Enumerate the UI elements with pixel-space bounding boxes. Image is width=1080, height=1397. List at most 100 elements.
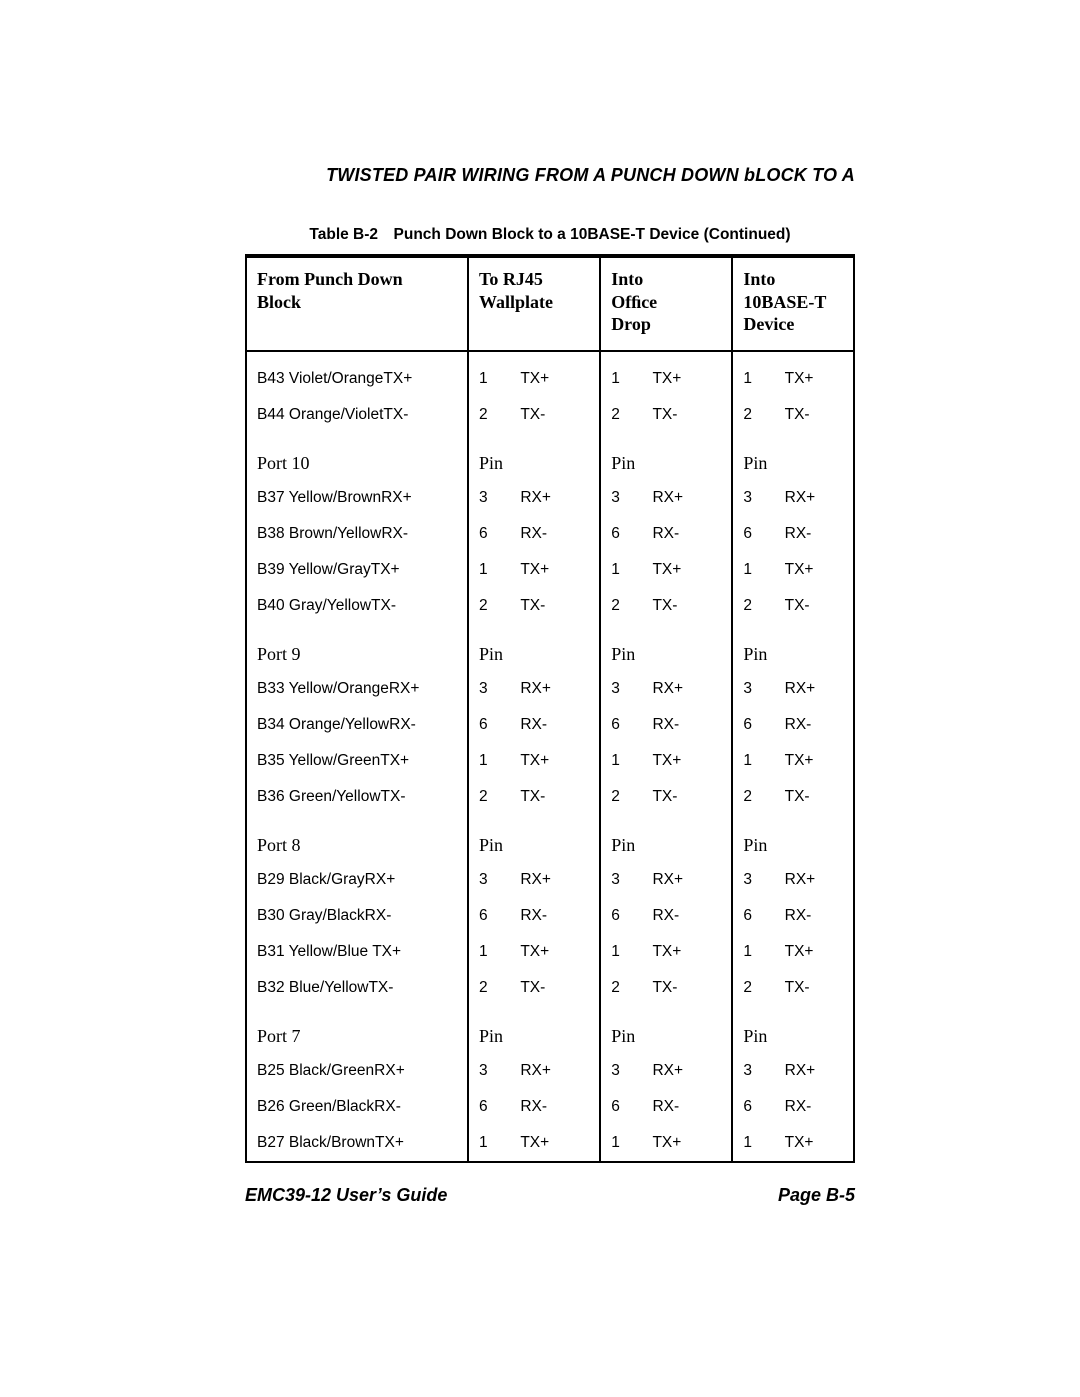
cell-pin: 1 <box>468 743 510 779</box>
cell-block: B29 Black/GrayRX+ <box>246 862 468 898</box>
cell-sig: TX+ <box>642 743 732 779</box>
pin-label: Pin <box>600 815 732 862</box>
cell-sig: TX- <box>510 588 600 624</box>
cell-sig: TX- <box>642 588 732 624</box>
col-head-block-l2: Block <box>257 292 301 312</box>
pin-label: Pin <box>468 815 600 862</box>
table-row: B35 Yellow/GreenTX+1TX+1TX+1TX+ <box>246 743 854 779</box>
cell-pin: 1 <box>468 1125 510 1162</box>
table-caption: Table B-2 Punch Down Block to a 10BASE-T… <box>245 226 855 244</box>
page-footer: EMC39-12 User’s Guide Page B-5 <box>245 1185 855 1206</box>
port-label: Port 9 <box>246 624 468 671</box>
table-row: B37 Yellow/BrownRX+3RX+3RX+3RX+ <box>246 480 854 516</box>
cell-pin: 2 <box>600 779 642 815</box>
cell-sig: RX- <box>775 1089 854 1125</box>
pin-label: Pin <box>732 815 854 862</box>
cell-sig: TX+ <box>775 1125 854 1162</box>
cell-sig: RX+ <box>510 862 600 898</box>
cell-sig: TX- <box>642 397 732 433</box>
cell-pin: 6 <box>600 707 642 743</box>
cell-pin: 1 <box>468 351 510 397</box>
cell-sig: RX- <box>642 1089 732 1125</box>
cell-pin: 6 <box>732 1089 774 1125</box>
cell-pin: 6 <box>468 898 510 934</box>
cell-sig: RX- <box>510 516 600 552</box>
cell-pin: 2 <box>600 588 642 624</box>
cell-pin: 1 <box>600 1125 642 1162</box>
cell-pin: 2 <box>732 397 774 433</box>
cell-block: B30 Gray/BlackRX- <box>246 898 468 934</box>
cell-sig: RX+ <box>775 862 854 898</box>
port-header-row: Port 10PinPinPin <box>246 433 854 480</box>
cell-pin: 2 <box>600 970 642 1006</box>
cell-sig: RX- <box>775 516 854 552</box>
col-head-device: Into 10BASE-T Device <box>732 256 854 351</box>
cell-sig: TX+ <box>775 934 854 970</box>
cell-pin: 6 <box>600 516 642 552</box>
cell-block: B43 Violet/OrangeTX+ <box>246 351 468 397</box>
cell-pin: 3 <box>468 671 510 707</box>
table-row: B33 Yellow/OrangeRX+3RX+3RX+3RX+ <box>246 671 854 707</box>
pin-label: Pin <box>600 624 732 671</box>
cell-sig: RX+ <box>642 1053 732 1089</box>
cell-pin: 3 <box>732 480 774 516</box>
pin-label: Pin <box>600 1006 732 1053</box>
cell-pin: 3 <box>732 1053 774 1089</box>
table-row: B43 Violet/OrangeTX+1TX+1TX+1TX+ <box>246 351 854 397</box>
cell-pin: 6 <box>468 516 510 552</box>
cell-pin: 1 <box>732 1125 774 1162</box>
pin-label: Pin <box>732 433 854 480</box>
port-header-row: Port 8PinPinPin <box>246 815 854 862</box>
cell-pin: 1 <box>732 552 774 588</box>
cell-sig: TX+ <box>775 351 854 397</box>
cell-pin: 1 <box>600 743 642 779</box>
cell-block: B37 Yellow/BrownRX+ <box>246 480 468 516</box>
cell-sig: RX- <box>510 898 600 934</box>
cell-sig: TX- <box>642 970 732 1006</box>
cell-pin: 3 <box>468 480 510 516</box>
cell-sig: RX+ <box>510 1053 600 1089</box>
table-row: B31 Yellow/Blue TX+1TX+1TX+1TX+ <box>246 934 854 970</box>
col-head-wallplate-l2: Wallplate <box>479 292 553 312</box>
col-head-wallplate: To RJ45 Wallplate <box>468 256 600 351</box>
port-header-row: Port 7PinPinPin <box>246 1006 854 1053</box>
cell-sig: TX+ <box>775 552 854 588</box>
cell-block: B31 Yellow/Blue TX+ <box>246 934 468 970</box>
cell-pin: 1 <box>468 552 510 588</box>
cell-sig: RX- <box>775 898 854 934</box>
table-row: B36 Green/YellowTX-2TX-2TX-2TX- <box>246 779 854 815</box>
cell-sig: RX- <box>642 898 732 934</box>
cell-sig: TX+ <box>642 351 732 397</box>
table-row: B25 Black/GreenRX+3RX+3RX+3RX+ <box>246 1053 854 1089</box>
col-head-block: From Punch Down Block <box>246 256 468 351</box>
table-row: B32 Blue/YellowTX-2TX-2TX-2TX- <box>246 970 854 1006</box>
table-row: B26 Green/BlackRX-6RX-6RX-6RX- <box>246 1089 854 1125</box>
cell-pin: 6 <box>732 516 774 552</box>
table-head: From Punch Down Block To RJ45 Wallplate … <box>246 256 854 351</box>
cell-pin: 3 <box>732 671 774 707</box>
pin-label: Pin <box>732 624 854 671</box>
port-header-row: Port 9PinPinPin <box>246 624 854 671</box>
pin-label: Pin <box>468 624 600 671</box>
table-row: B40 Gray/YellowTX-2TX-2TX-2TX- <box>246 588 854 624</box>
cell-pin: 1 <box>600 934 642 970</box>
col-head-drop-l3: Drop <box>611 314 651 334</box>
cell-pin: 6 <box>732 898 774 934</box>
col-head-drop-l1: Into <box>611 269 643 289</box>
cell-pin: 2 <box>600 397 642 433</box>
cell-sig: RX+ <box>642 480 732 516</box>
cell-pin: 6 <box>732 707 774 743</box>
cell-pin: 2 <box>468 779 510 815</box>
port-label: Port 10 <box>246 433 468 480</box>
cell-pin: 3 <box>600 480 642 516</box>
cell-block: B44 Orange/VioletTX- <box>246 397 468 433</box>
cell-sig: RX- <box>510 707 600 743</box>
cell-sig: TX- <box>775 588 854 624</box>
cell-sig: RX- <box>775 707 854 743</box>
cell-pin: 1 <box>600 351 642 397</box>
col-head-device-l2: 10BASE-T <box>743 292 826 312</box>
pin-label: Pin <box>732 1006 854 1053</box>
col-head-block-l1: From Punch Down <box>257 269 403 289</box>
page: TWISTED PAIR WIRING FROM A PUNCH DOWN bL… <box>0 0 1080 1397</box>
table-row: B29 Black/GrayRX+3RX+3RX+3RX+ <box>246 862 854 898</box>
